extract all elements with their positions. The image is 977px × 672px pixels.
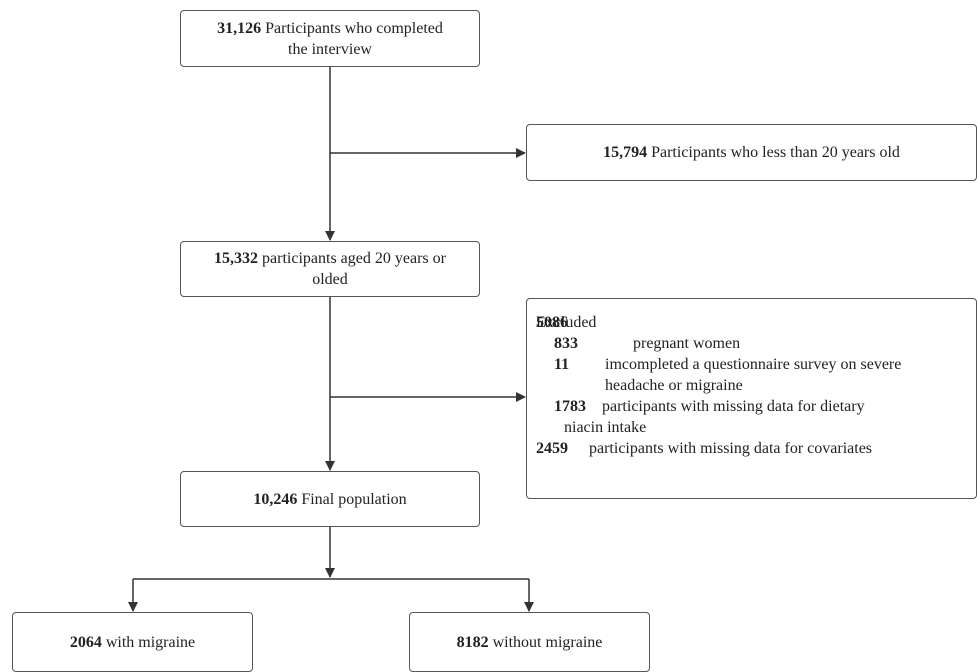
box-under20: 15,794 Participants who less than 20 yea… bbox=[526, 124, 977, 181]
exclusion-text-pregnant: pregnant women bbox=[633, 335, 741, 352]
box-final-population: 10,246 Final population bbox=[180, 471, 480, 527]
aged20-count: 15,332 bbox=[214, 250, 259, 267]
migraine-count: 2064 bbox=[69, 633, 102, 651]
final-count: 10,246 bbox=[253, 490, 298, 508]
exclusion-text-niacin-line1: participants with missing data for dieta… bbox=[602, 398, 865, 415]
under20-count: 15,794 bbox=[603, 144, 648, 161]
under20-text: Participants who less than 20 years old bbox=[651, 144, 900, 161]
migraine-text: with migraine bbox=[105, 633, 196, 651]
exclusion-text-niacin-line2: niacin intake bbox=[564, 419, 647, 436]
exclusion-text-questionnaire-line2: headache or migraine bbox=[605, 377, 743, 394]
box-excluded: 5086 Excluded 833 pregnant women 11 imco… bbox=[526, 298, 977, 499]
final-text: Final population bbox=[301, 490, 407, 508]
interview-count: 31,126 bbox=[217, 19, 262, 37]
exclusion-count-covariates: 2459 bbox=[536, 440, 568, 457]
aged20-text-line1: participants aged 20 years or bbox=[262, 250, 446, 267]
interview-text-line2: the interview bbox=[288, 40, 372, 58]
aged20-text-line2: olded bbox=[312, 271, 348, 288]
exclusion-count-questionnaire: 11 bbox=[554, 356, 570, 373]
excluded-count: 5086 bbox=[536, 314, 568, 331]
box-aged20: 15,332 participants aged 20 years or old… bbox=[180, 241, 480, 297]
interview-text-line1: Participants who completed bbox=[265, 19, 443, 37]
exclusion-text-covariates: participants with missing data for covar… bbox=[589, 440, 873, 457]
exclusion-count-niacin: 1783 bbox=[554, 398, 586, 415]
box-with-migraine: 2064 with migraine bbox=[12, 612, 253, 672]
exclusion-text-questionnaire-line1: imcompleted a questionnaire survey on se… bbox=[605, 356, 902, 373]
no-migraine-text: without migraine bbox=[492, 633, 603, 651]
box-interview: 31,126 Participants who completed the in… bbox=[180, 10, 480, 67]
exclusion-count-pregnant: 833 bbox=[554, 335, 578, 352]
no-migraine-count: 8182 bbox=[456, 633, 489, 651]
box-without-migraine: 8182 without migraine bbox=[409, 612, 650, 672]
excluded-label: Excluded bbox=[536, 314, 597, 331]
